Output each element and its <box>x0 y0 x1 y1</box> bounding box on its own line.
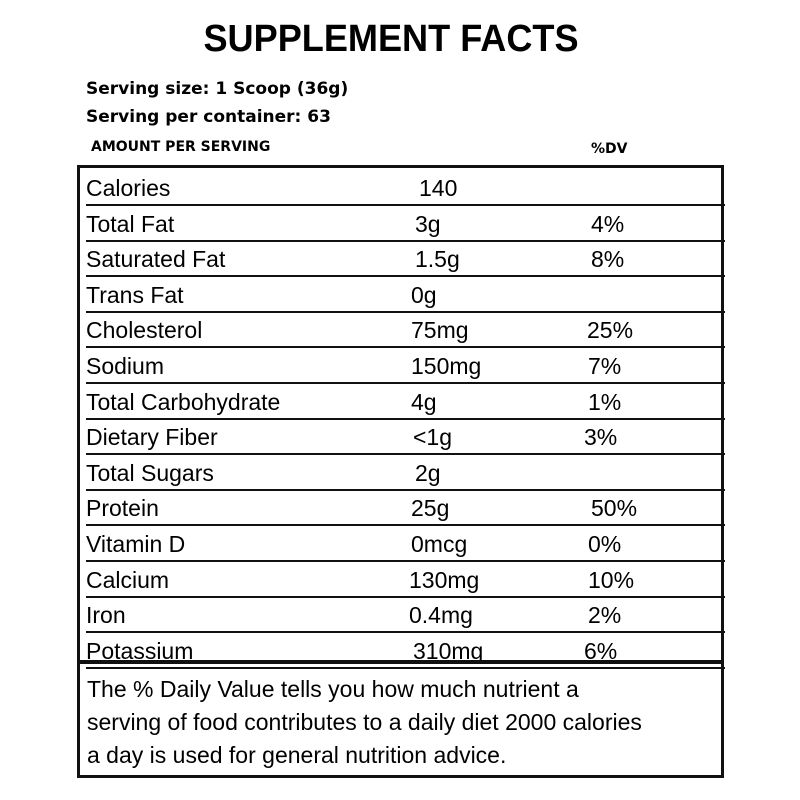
servings-per-container: Serving per container: 63 <box>86 107 331 127</box>
nutrient-amount: 1.5g <box>415 246 460 273</box>
nutrient-row: Total Sugars 2g <box>86 455 725 491</box>
nutrient-amount: 150mg <box>411 352 482 379</box>
nutrient-name: Trans Fat <box>86 281 184 308</box>
nutrient-row: Saturated Fat 1.5g 8% <box>86 242 725 278</box>
nutrient-row: Total Carbohydrate 4g 1% <box>86 384 725 420</box>
nutrient-name: Total Sugars <box>86 459 214 486</box>
nutrient-daily-value: 8% <box>591 246 625 273</box>
nutrient-amount: 2g <box>415 459 441 486</box>
nutrient-amount: <1g <box>413 424 453 451</box>
nutrient-name: Iron <box>86 602 126 629</box>
nutrient-row: Calcium 130mg 10% <box>86 562 725 598</box>
nutrient-row: Trans Fat 0g <box>86 277 725 313</box>
label-title: SUPPLEMENT FACTS <box>203 18 579 60</box>
nutrient-amount: 310mg <box>413 637 484 664</box>
nutrient-row: Vitamin D 0mcg 0% <box>86 526 725 562</box>
nutrient-daily-value: 3% <box>584 424 618 451</box>
nutrient-daily-value: 50% <box>591 495 638 522</box>
nutrient-name: Total Fat <box>86 210 175 237</box>
nutrient-name: Dietary Fiber <box>86 424 218 451</box>
nutrient-amount: 3g <box>415 210 441 237</box>
nutrient-row: Total Fat 3g 4% <box>86 206 725 242</box>
nutrient-daily-value: 10% <box>588 566 635 593</box>
nutrient-row: Dietary Fiber <1g 3% <box>86 420 725 456</box>
nutrient-amount: 0g <box>411 281 437 308</box>
footnote-line: a day is used for general nutrition advi… <box>87 742 507 768</box>
nutrient-row: Sodium 150mg 7% <box>86 348 725 384</box>
nutrient-name: Total Carbohydrate <box>86 388 281 415</box>
nutrient-row: Potassium 310mg 6% <box>86 633 725 669</box>
footnote-line: The % Daily Value tells you how much nut… <box>87 676 579 702</box>
nutrient-name: Calories <box>86 175 171 201</box>
footnote-line: serving of food contributes to a daily d… <box>87 709 642 735</box>
nutrient-amount: 140 <box>419 175 458 201</box>
serving-size: Serving size: 1 Scoop (36g) <box>86 79 349 99</box>
nutrient-amount: 0mcg <box>411 530 468 557</box>
nutrient-amount: 130mg <box>409 566 480 593</box>
nutrient-daily-value: 25% <box>587 317 634 344</box>
nutrient-name: Vitamin D <box>86 530 186 557</box>
nutrient-amount: 25g <box>411 495 450 522</box>
nutrient-name: Cholesterol <box>86 317 203 344</box>
nutrient-daily-value: 1% <box>588 388 622 415</box>
percent-daily-value-header: %DV <box>591 141 628 157</box>
nutrient-name: Protein <box>86 495 159 522</box>
nutrient-daily-value: 4% <box>591 210 625 237</box>
nutrient-amount: 4g <box>411 388 437 415</box>
nutrient-row: Iron 0.4mg 2% <box>86 598 725 634</box>
nutrient-daily-value: 0% <box>588 530 622 557</box>
nutrient-name: Calcium <box>86 566 170 593</box>
nutrient-name: Sodium <box>86 352 164 379</box>
nutrient-amount: 0.4mg <box>409 602 473 629</box>
nutrient-name: Potassium <box>86 637 194 664</box>
nutrient-row: Calories 140 <box>86 168 725 206</box>
daily-value-footnote: The % Daily Value tells you how much nut… <box>87 673 717 772</box>
nutrient-amount: 75mg <box>411 317 469 344</box>
nutrient-row: Protein 25g 50% <box>86 491 725 527</box>
nutrient-name: Saturated Fat <box>86 246 226 273</box>
nutrition-facts-table: Calories 140 Total Fat 3g 4% Saturated Fat 1.5… <box>77 165 725 778</box>
nutrient-row: Cholesterol 75mg 25% <box>86 313 725 349</box>
thick-divider <box>80 660 721 664</box>
nutrient-daily-value: 2% <box>588 602 622 629</box>
nutrient-rows: Calories 140 Total Fat 3g 4% Saturated Fat 1.5… <box>80 168 725 669</box>
nutrient-daily-value: 7% <box>588 352 622 379</box>
nutrient-daily-value: 6% <box>584 637 618 664</box>
amount-per-serving-header: AMOUNT PER SERVING <box>91 139 271 155</box>
